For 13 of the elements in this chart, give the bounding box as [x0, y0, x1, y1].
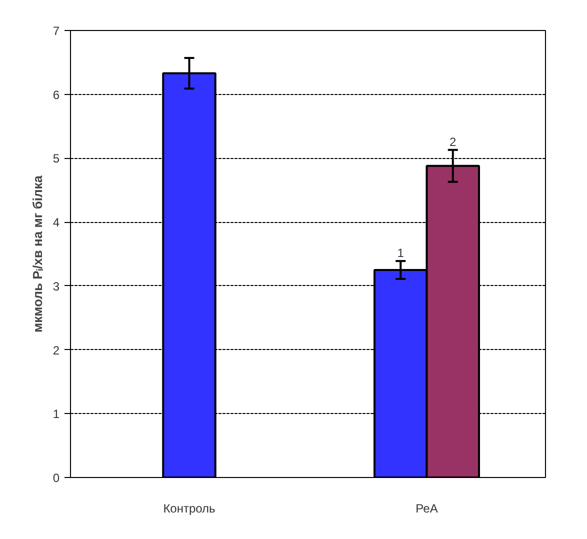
- y-tick-label: 6: [52, 88, 60, 102]
- annotation: 2: [450, 134, 457, 149]
- y-tick-label: 1: [52, 407, 60, 422]
- y-tick-label: 5: [52, 152, 60, 166]
- y-tick-label: 3: [52, 279, 60, 294]
- y-tick-label: 4: [52, 216, 60, 230]
- y-tick-label: 7: [52, 24, 60, 38]
- x-tick-label: РеА: [416, 502, 438, 516]
- y-tick-label: 2: [52, 343, 60, 358]
- y-axis-title: мкмоль Pᵢ/хв на мг білка: [30, 174, 45, 332]
- y-tick-label: 0: [52, 471, 60, 485]
- x-tick-label: Контроль: [163, 502, 216, 516]
- annotation: 1: [397, 246, 404, 260]
